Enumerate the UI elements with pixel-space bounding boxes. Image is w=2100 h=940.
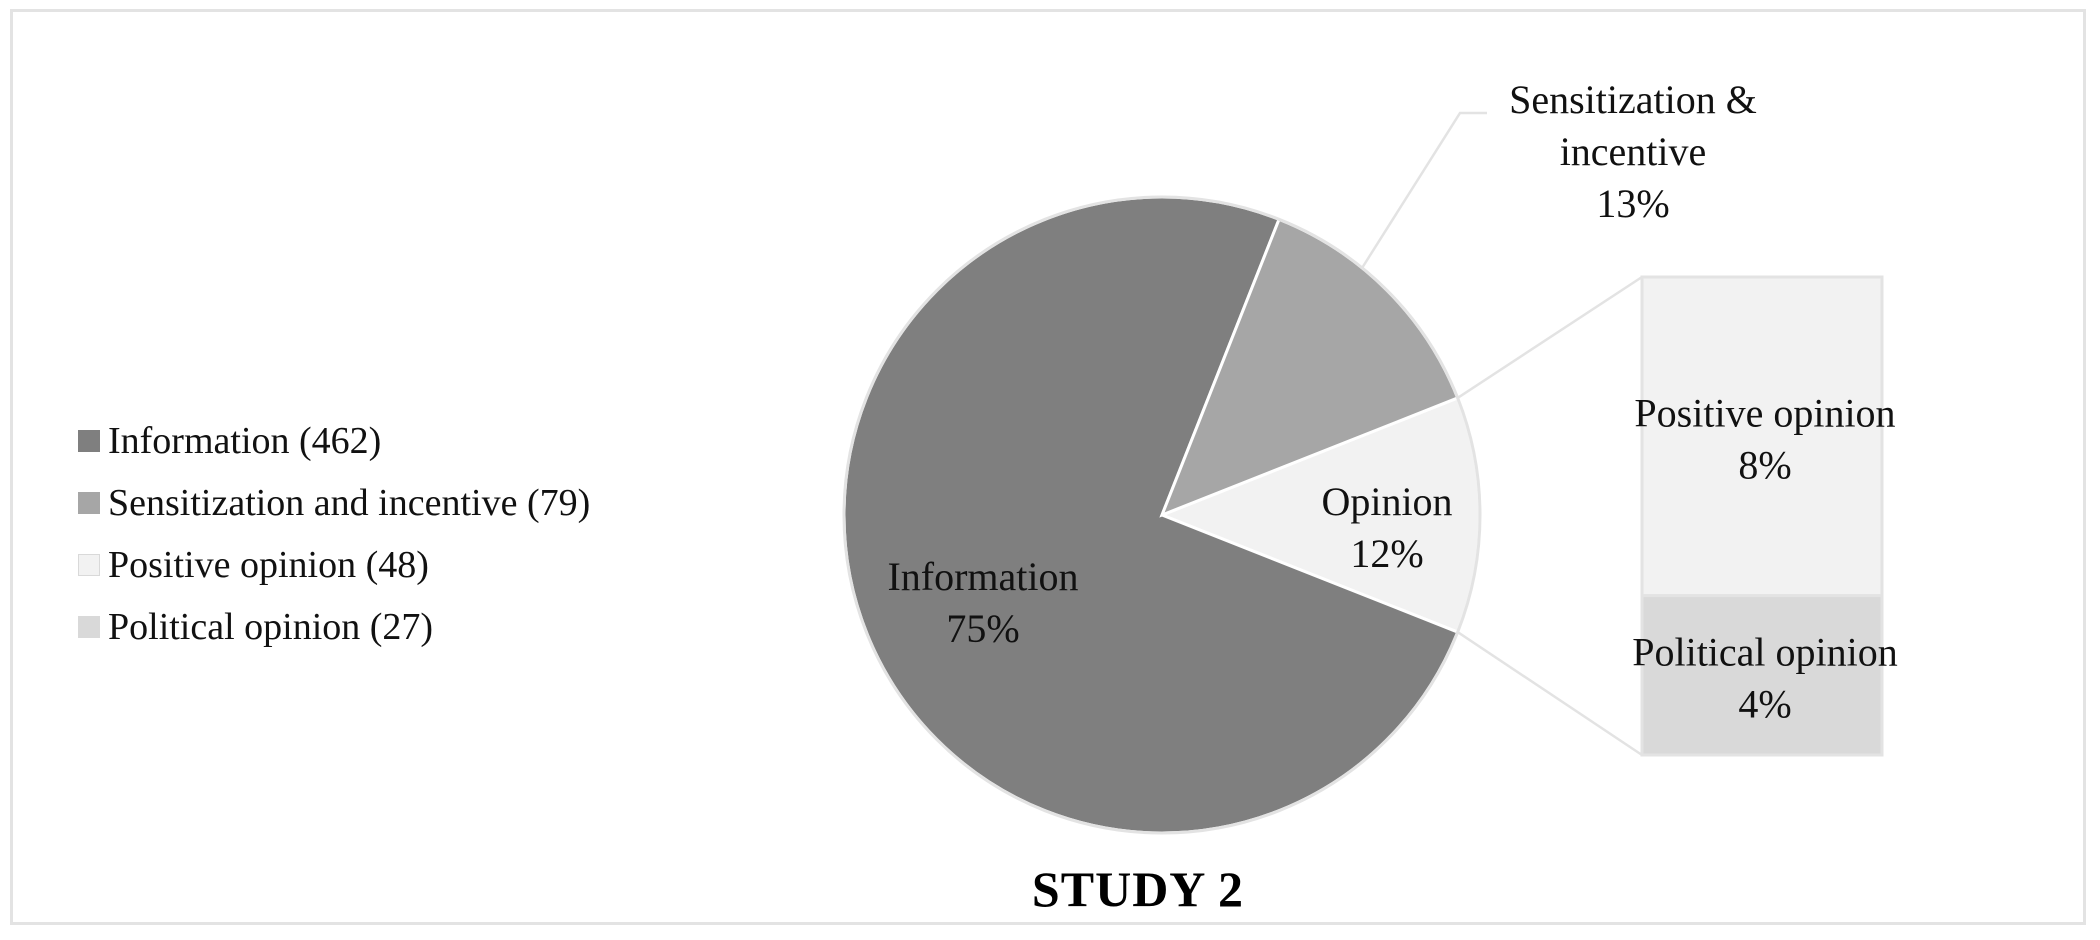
legend-label-positive-opinion: Positive opinion (48) [108, 544, 429, 586]
data-label-positive: Positive opinion 8% [1634, 390, 1895, 487]
legend-item-sensitization: Sensitization and incentive (79) [78, 472, 590, 534]
connector-top [1456, 275, 1643, 399]
legend-label-sensitization: Sensitization and incentive (79) [108, 482, 591, 524]
chart-title: STUDY 2 [1031, 861, 1245, 917]
legend-item-positive-opinion: Positive opinion (48) [78, 534, 590, 596]
data-labels: Information 75% Opinion 12% Sensitization & i… [887, 77, 1897, 726]
legend-label-information: Information (462) [108, 420, 382, 462]
data-label-sensitization: Sensitization & incentive 13% [1509, 77, 1757, 226]
legend-item-political-opinion: Political opinion (27) [78, 596, 590, 658]
data-label-information: Information 75% [887, 554, 1078, 651]
bar-segment-political [1640, 594, 1884, 757]
pie [842, 195, 1482, 835]
legend-swatch-information [78, 430, 100, 452]
pie-to-bar-connectors [1361, 111, 1643, 757]
legend: Information (462) Sensitization and ince… [78, 410, 590, 658]
opinion-breakdown-bar [1640, 275, 1884, 757]
connector-bottom [1456, 631, 1643, 757]
data-label-political: Political opinion 4% [1632, 629, 1898, 726]
data-label-opinion: Opinion 12% [1321, 479, 1452, 576]
leader-line-sensitization [1361, 111, 1487, 269]
legend-label-political-opinion: Political opinion (27) [108, 606, 434, 648]
bar-segment-positive [1640, 275, 1884, 598]
legend-swatch-positive-opinion [78, 554, 100, 576]
legend-swatch-political-opinion [78, 616, 100, 638]
legend-item-information: Information (462) [78, 410, 590, 472]
legend-swatch-sensitization [78, 492, 100, 514]
pie-outline [842, 195, 1482, 835]
